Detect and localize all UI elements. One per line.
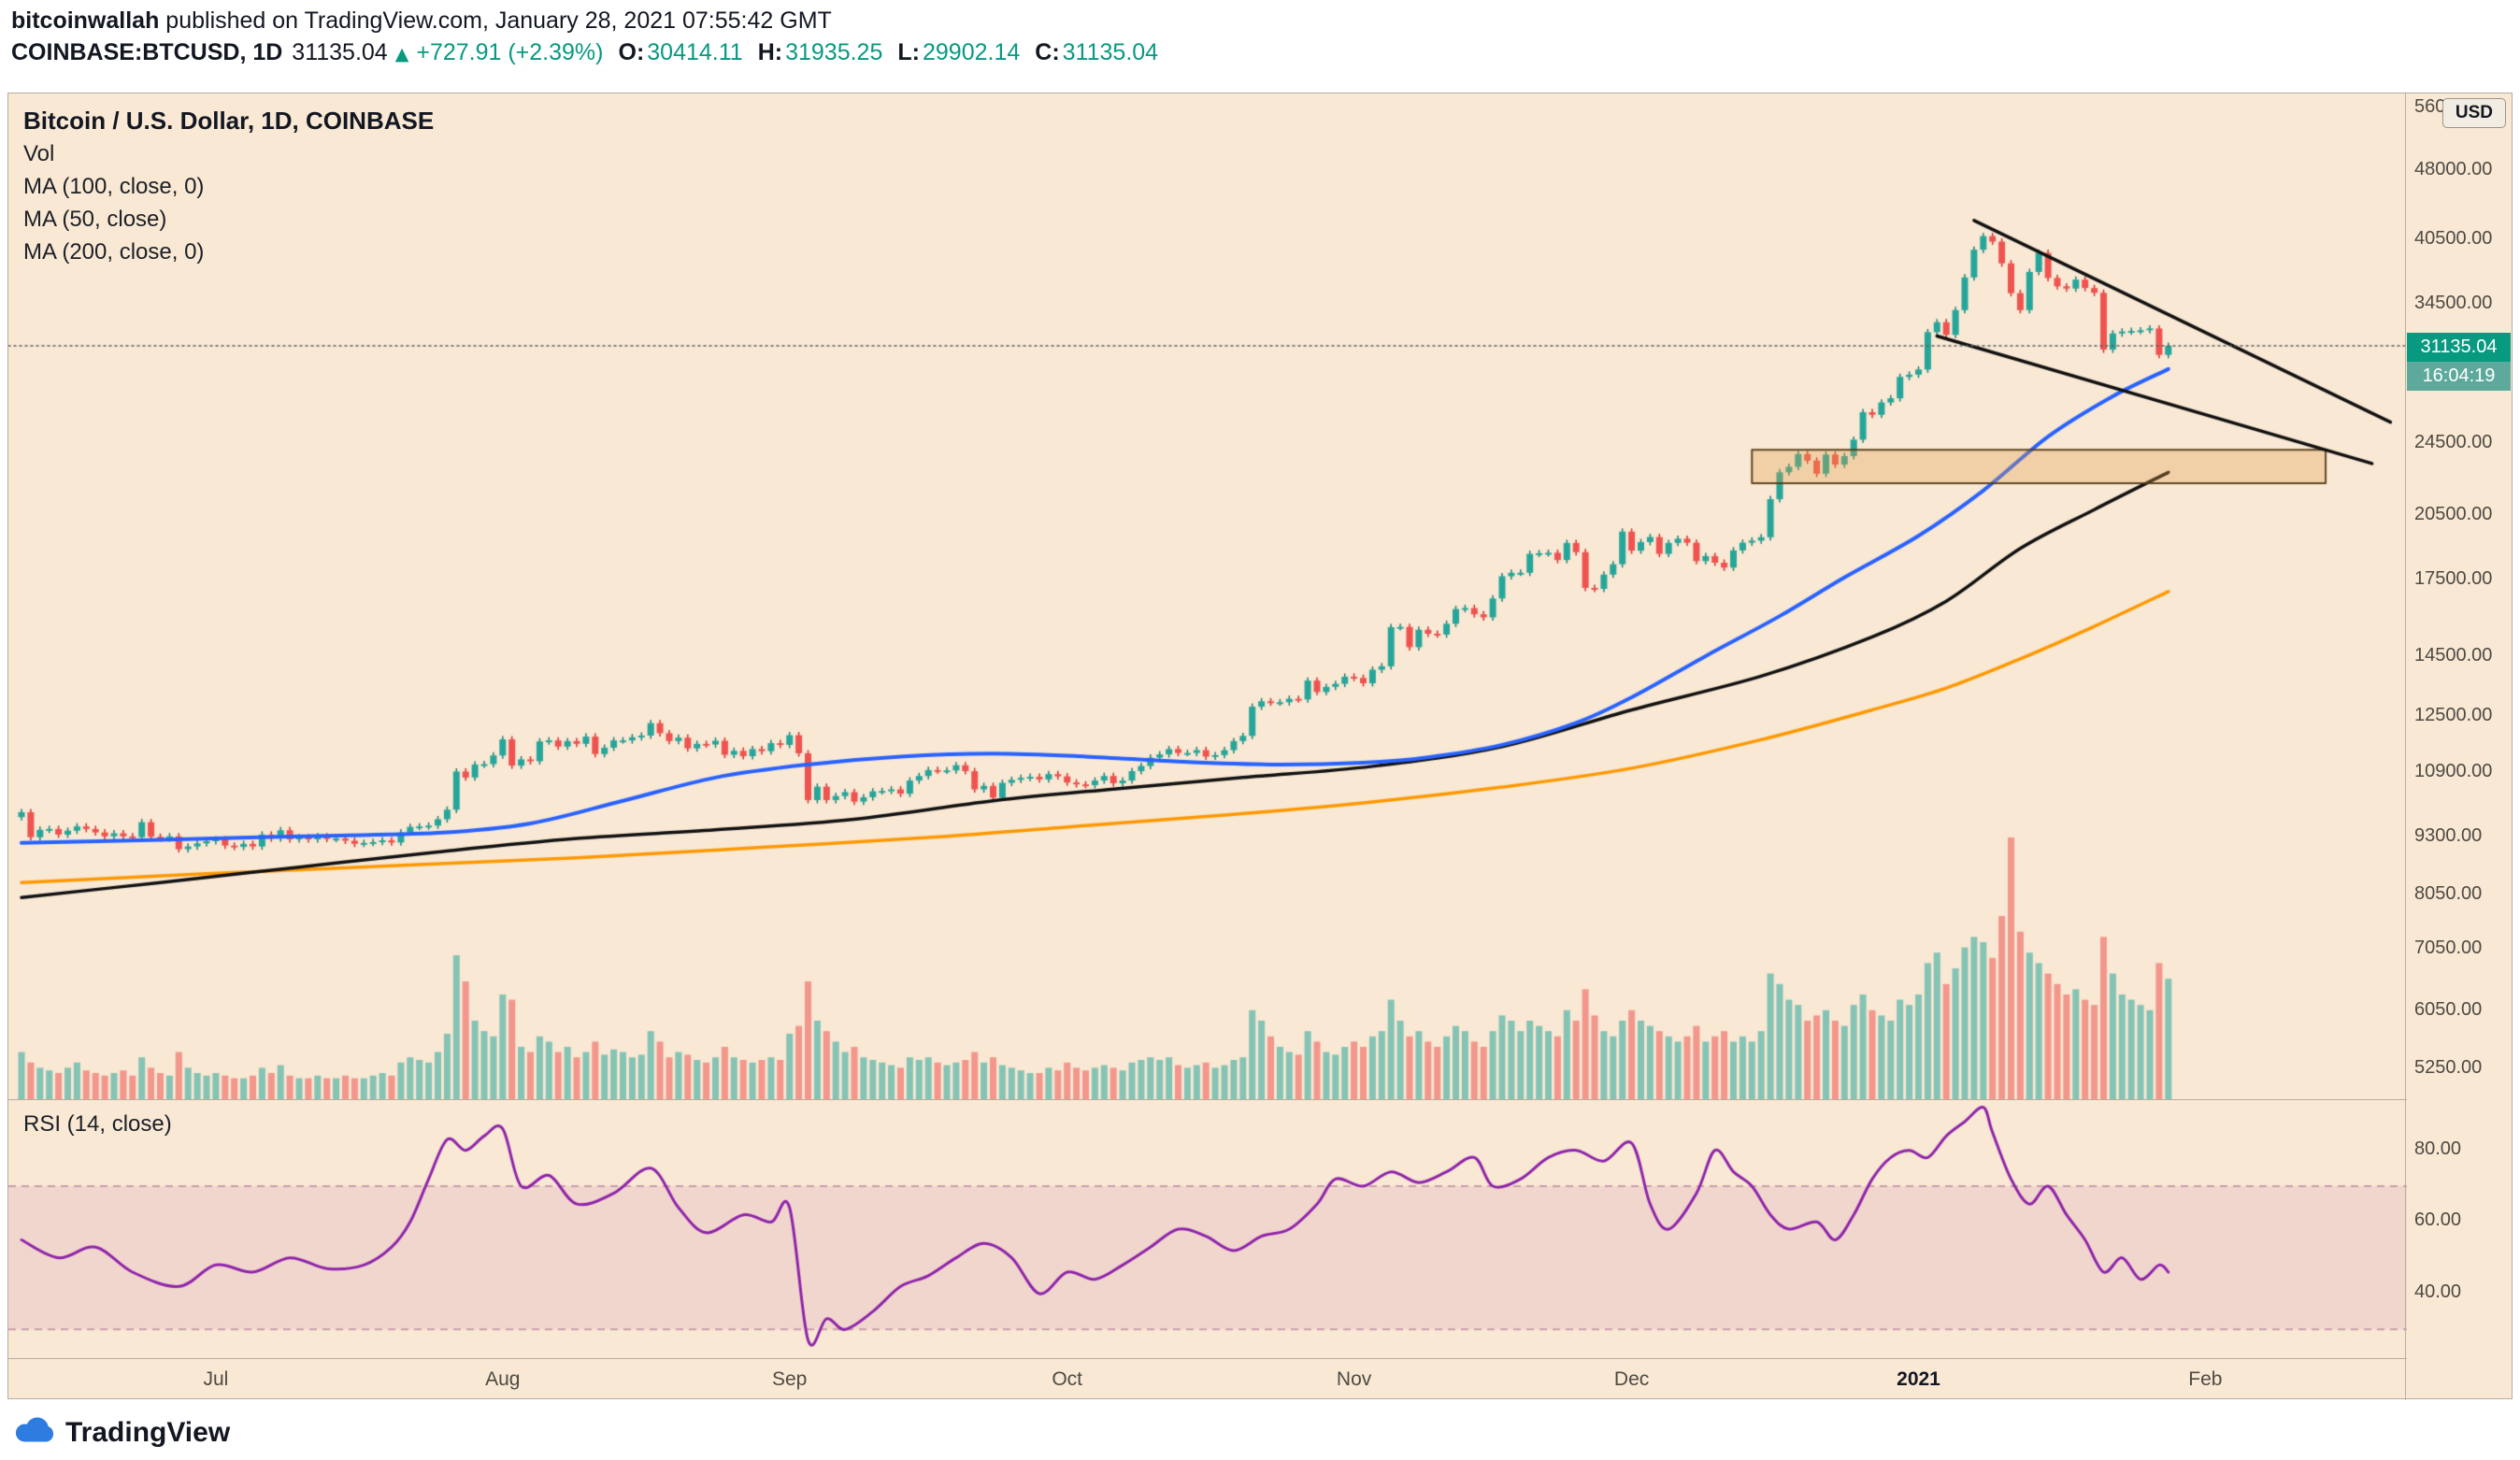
time-axis-tick: Aug [485,1368,521,1390]
price-axis-tick: 17500.00 [2414,568,2493,590]
price-axis-tick: 48000.00 [2414,159,2493,179]
up-arrow-icon: ▲ [394,44,409,64]
time-axis-tick: Nov [1336,1368,1372,1390]
price-axis-tick: 14500.00 [2414,644,2493,666]
price-axis-tick: 6050.00 [2414,999,2483,1021]
rsi-legend[interactable]: RSI (14, close) [23,1111,172,1137]
price-axis-tick: 24500.00 [2414,432,2493,453]
open-value: 30414.11 [647,39,743,65]
price-axis-tick: 7050.00 [2414,938,2483,959]
price-axis-tick: 10900.00 [2414,760,2493,781]
price-axis[interactable]: USD 31135.04 16:04:19 56000.0048000.0040… [2405,93,2512,1400]
rsi-axis-tick: 40.00 [2414,1281,2462,1302]
chart-area[interactable]: Bitcoin / U.S. Dollar, 1D, COINBASE Vol … [7,93,2513,1400]
ticker-bar: COINBASE:BTCUSD, 1D 31135.04 ▲ +727.91 (… [11,39,1158,66]
ticker-symbol[interactable]: COINBASE:BTCUSD, 1D [11,39,283,65]
rsi-pane[interactable]: RSI (14, close) [8,1099,2407,1358]
legend-ma50[interactable]: MA (50, close) [23,207,167,232]
price-axis-tick: 20500.00 [2414,504,2493,525]
author-name: bitcoinwallah [11,7,160,34]
price-axis-tick: 34500.00 [2414,293,2493,314]
cloud-shape [15,1417,54,1442]
price-pane[interactable]: Bitcoin / U.S. Dollar, 1D, COINBASE Vol … [8,93,2407,1099]
low-value: 29902.14 [922,39,1021,65]
publish-info: published on TradingView.com, January 28… [159,7,832,34]
ticker-change: +727.91 (+2.39%) [416,39,604,65]
price-axis-tick: 12500.00 [2414,705,2493,726]
time-axis-tick: Oct [1052,1368,1083,1390]
publish-line: bitcoinwallah published on TradingView.c… [11,7,1158,39]
legend-volume[interactable]: Vol [23,141,55,166]
time-axis-tick: Jul [203,1368,229,1390]
close-label: C: [1035,39,1060,65]
time-axis-tick: 2021 [1897,1368,1940,1390]
rsi-canvas[interactable] [8,1100,2407,1358]
legend-ma100[interactable]: MA (100, close, 0) [23,174,205,199]
high-label: H: [757,39,783,65]
rsi-axis-tick: 60.00 [2414,1210,2462,1231]
header: bitcoinwallah published on TradingView.c… [11,7,1158,66]
low-label: L: [897,39,920,65]
time-axis-tick: Sep [772,1368,808,1390]
price-axis-tick: 8050.00 [2414,883,2483,905]
tradingview-brand[interactable]: TradingView [65,1416,231,1448]
currency-button[interactable]: USD [2441,98,2506,128]
footer: TradingView [13,1416,230,1449]
rsi-axis-tick: 80.00 [2414,1138,2462,1159]
close-value: 31135.04 [1062,39,1159,65]
legend-symbol-title[interactable]: Bitcoin / U.S. Dollar, 1D, COINBASE [23,107,435,135]
time-axis-tick: Feb [2188,1368,2223,1390]
open-label: O: [618,39,645,65]
high-value: 31935.25 [785,39,883,65]
chart-legend: Bitcoin / U.S. Dollar, 1D, COINBASE Vol … [23,105,434,268]
price-axis-tick: 9300.00 [2414,824,2483,846]
price-axis-tick: 40500.00 [2414,227,2493,249]
price-chart-canvas[interactable] [8,93,2407,1099]
time-axis-tick: Dec [1613,1368,1650,1390]
legend-ma200[interactable]: MA (200, close, 0) [23,239,205,265]
last-price-badge: 31135.04 [2407,333,2511,362]
ticker-last-price: 31135.04 [292,39,388,65]
bar-countdown-badge: 16:04:19 [2407,362,2511,391]
price-axis-tick: 5250.00 [2414,1057,2483,1079]
tradingview-cloud-logo-icon[interactable] [13,1416,56,1449]
time-axis[interactable]: Jul Aug Sep Oct Nov Dec 2021 Feb [8,1358,2407,1400]
